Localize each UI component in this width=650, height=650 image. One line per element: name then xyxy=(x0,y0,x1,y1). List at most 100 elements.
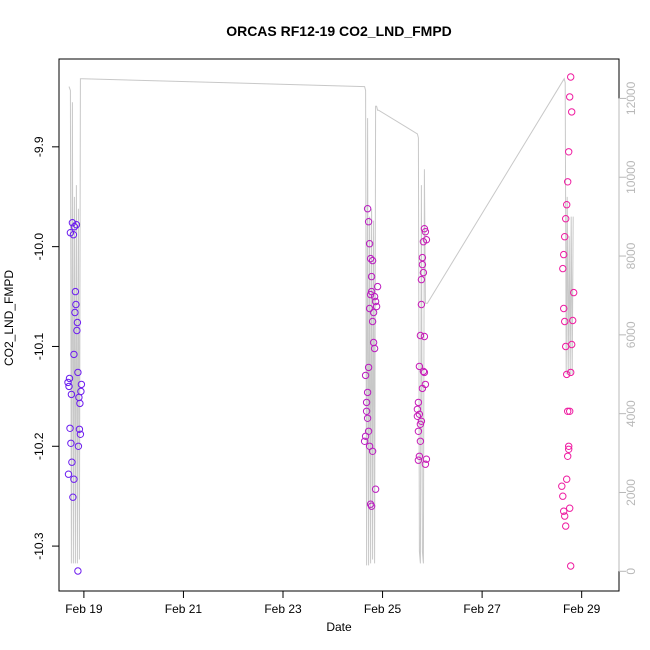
data-point xyxy=(373,282,382,291)
data-point xyxy=(415,362,424,371)
data-point xyxy=(366,254,375,263)
data-point xyxy=(363,414,372,422)
data-point xyxy=(562,342,570,351)
x-axis-label: Date xyxy=(326,620,352,634)
data-point xyxy=(362,398,371,407)
data-point xyxy=(64,470,73,478)
data-point xyxy=(567,562,575,570)
data-point xyxy=(565,445,573,453)
data-point xyxy=(566,93,574,101)
data-point xyxy=(370,344,379,353)
data-point xyxy=(66,424,74,432)
data-point xyxy=(566,407,574,415)
data-point xyxy=(65,374,74,383)
x-tick-label: Feb 23 xyxy=(264,602,302,616)
data-point xyxy=(73,318,82,327)
data-point xyxy=(367,272,376,281)
data-point xyxy=(364,427,373,435)
data-point xyxy=(74,368,82,377)
data-point xyxy=(71,308,79,317)
data-point xyxy=(76,399,84,408)
data-point xyxy=(561,317,569,326)
data-point xyxy=(414,398,423,407)
data-point xyxy=(70,350,78,359)
data-point xyxy=(420,368,429,377)
data-point xyxy=(568,108,576,116)
data-point xyxy=(68,458,76,466)
data-point xyxy=(68,219,77,227)
data-point xyxy=(365,240,374,248)
data-point xyxy=(563,201,571,209)
data-point xyxy=(70,475,78,483)
data-point xyxy=(73,326,81,335)
data-point xyxy=(67,390,76,399)
x-tick-label: Feb 27 xyxy=(463,602,501,616)
y2-tick-label: 8000 xyxy=(624,242,638,269)
data-point xyxy=(416,437,425,445)
data-point xyxy=(364,218,373,226)
data-point xyxy=(561,512,569,520)
data-point xyxy=(67,439,75,447)
data-point xyxy=(564,407,572,415)
y-axis-label: CO2_LND_FMPD xyxy=(2,270,16,366)
altitude-line-layer xyxy=(68,77,574,566)
y-tick-label: -9.9 xyxy=(32,136,46,157)
y2-tick-label: 0 xyxy=(624,568,638,575)
data-point xyxy=(559,264,567,273)
data-point xyxy=(421,228,430,236)
data-point xyxy=(559,492,567,500)
x-tick-label: Feb 29 xyxy=(563,602,601,616)
data-point xyxy=(564,178,572,186)
data-point xyxy=(367,502,376,510)
chart-title: ORCAS RF12-19 CO2_LND_FMPD xyxy=(226,23,452,39)
data-point xyxy=(69,493,77,501)
x-tick-label: Feb 25 xyxy=(364,602,402,616)
data-point xyxy=(69,231,78,239)
data-point xyxy=(562,522,570,530)
data-point xyxy=(368,317,377,326)
y2-tick-label: 4000 xyxy=(624,400,638,427)
x-axis: Feb 19 Feb 21 Feb 23 Feb 25 Feb 27 Feb 29 xyxy=(65,590,601,616)
data-point xyxy=(419,268,428,277)
data-point xyxy=(70,223,79,231)
data-point xyxy=(421,380,430,389)
data-point xyxy=(413,405,422,413)
data-point xyxy=(368,447,377,455)
y-axis: -9.9 -10.0 -10.1 -10.2 -10.3 xyxy=(32,136,60,560)
data-point xyxy=(421,460,430,468)
data-point xyxy=(418,260,427,269)
data-point xyxy=(77,387,85,396)
data-point xyxy=(569,316,577,325)
data-point xyxy=(422,236,431,244)
data-point xyxy=(416,420,425,428)
data-point xyxy=(415,452,424,460)
data-point xyxy=(365,304,374,313)
data-point xyxy=(565,148,573,156)
data-point xyxy=(560,304,568,313)
y2-axis: 0 2000 4000 6000 8000 10000 12000 xyxy=(618,81,638,575)
data-point xyxy=(414,456,423,464)
x-tick-label: Feb 21 xyxy=(165,602,203,616)
y-tick-label: -10.1 xyxy=(32,332,46,360)
y2-tick-label: 6000 xyxy=(624,321,638,348)
data-point xyxy=(360,437,369,445)
data-point xyxy=(368,256,377,265)
data-point xyxy=(563,370,571,379)
y2-tick-label: 2000 xyxy=(624,479,638,506)
data-point xyxy=(367,287,376,296)
data-point xyxy=(366,290,375,299)
data-point xyxy=(564,452,572,460)
y-tick-label: -10.2 xyxy=(32,432,46,460)
data-point xyxy=(558,482,566,490)
data-point xyxy=(363,205,372,213)
data-point xyxy=(76,430,85,438)
data-point xyxy=(415,410,424,418)
data-point xyxy=(416,331,425,340)
data-point xyxy=(418,253,427,262)
data-point xyxy=(561,233,569,241)
data-point xyxy=(565,442,573,450)
data-point xyxy=(64,378,72,387)
y2-tick-label: 10000 xyxy=(624,160,638,194)
data-point xyxy=(71,287,80,296)
data-point xyxy=(417,275,426,284)
